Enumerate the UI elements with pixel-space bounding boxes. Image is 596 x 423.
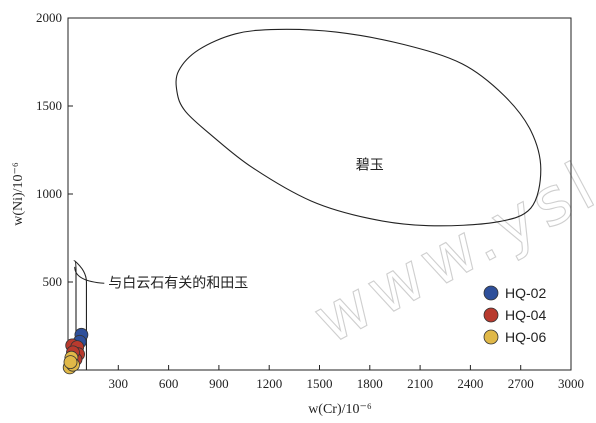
y-axis: 500 1000 1500 2000: [36, 10, 73, 289]
region-dolomite-hetian-jade: [73, 260, 87, 370]
x-tick-label: 1200: [256, 376, 282, 391]
legend-marker: [483, 307, 499, 323]
legend-marker: [483, 285, 499, 301]
x-tick-label: 2400: [457, 376, 483, 391]
plot-area: 碧玉 与白云石有关的和田玉: [62, 17, 572, 375]
data-points: [62, 327, 89, 375]
region-label-dolomite-hetian-jade: 与白云石有关的和田玉: [108, 275, 248, 291]
x-axis-label: w(Cr)/10⁻⁶: [308, 402, 372, 417]
legend-label: HQ-06: [505, 329, 546, 345]
x-tick-label: 300: [109, 376, 129, 391]
x-tick-label: 1800: [357, 376, 383, 391]
region-label-jasper: 碧玉: [356, 157, 384, 173]
x-tick-label: 900: [209, 376, 229, 391]
legend: HQ-02 HQ-04 HQ-06: [483, 285, 546, 345]
watermark: www.ysl: [301, 145, 596, 359]
legend-label: HQ-04: [505, 307, 546, 323]
data-point: [63, 355, 78, 370]
x-tick-label: 2700: [508, 376, 534, 391]
x-tick-label: 3000: [558, 376, 584, 391]
y-tick-label: 500: [43, 274, 63, 289]
x-tick-label: 1500: [307, 376, 333, 391]
x-tick-label: 2100: [407, 376, 433, 391]
x-tick-label: 600: [159, 376, 179, 391]
legend-label: HQ-02: [505, 285, 546, 301]
region-jasper: [175, 28, 542, 227]
x-axis: 300 600 900 1200 1500 1800 2100 2400 2700 3000: [109, 365, 584, 391]
legend-marker: [483, 329, 499, 345]
y-tick-label: 2000: [36, 10, 62, 25]
region-dolomite-leader: [74, 266, 105, 284]
y-tick-label: 1000: [36, 186, 62, 201]
y-axis-label: w(Ni)/10⁻⁶: [11, 162, 26, 226]
y-tick-label: 1500: [36, 98, 62, 113]
